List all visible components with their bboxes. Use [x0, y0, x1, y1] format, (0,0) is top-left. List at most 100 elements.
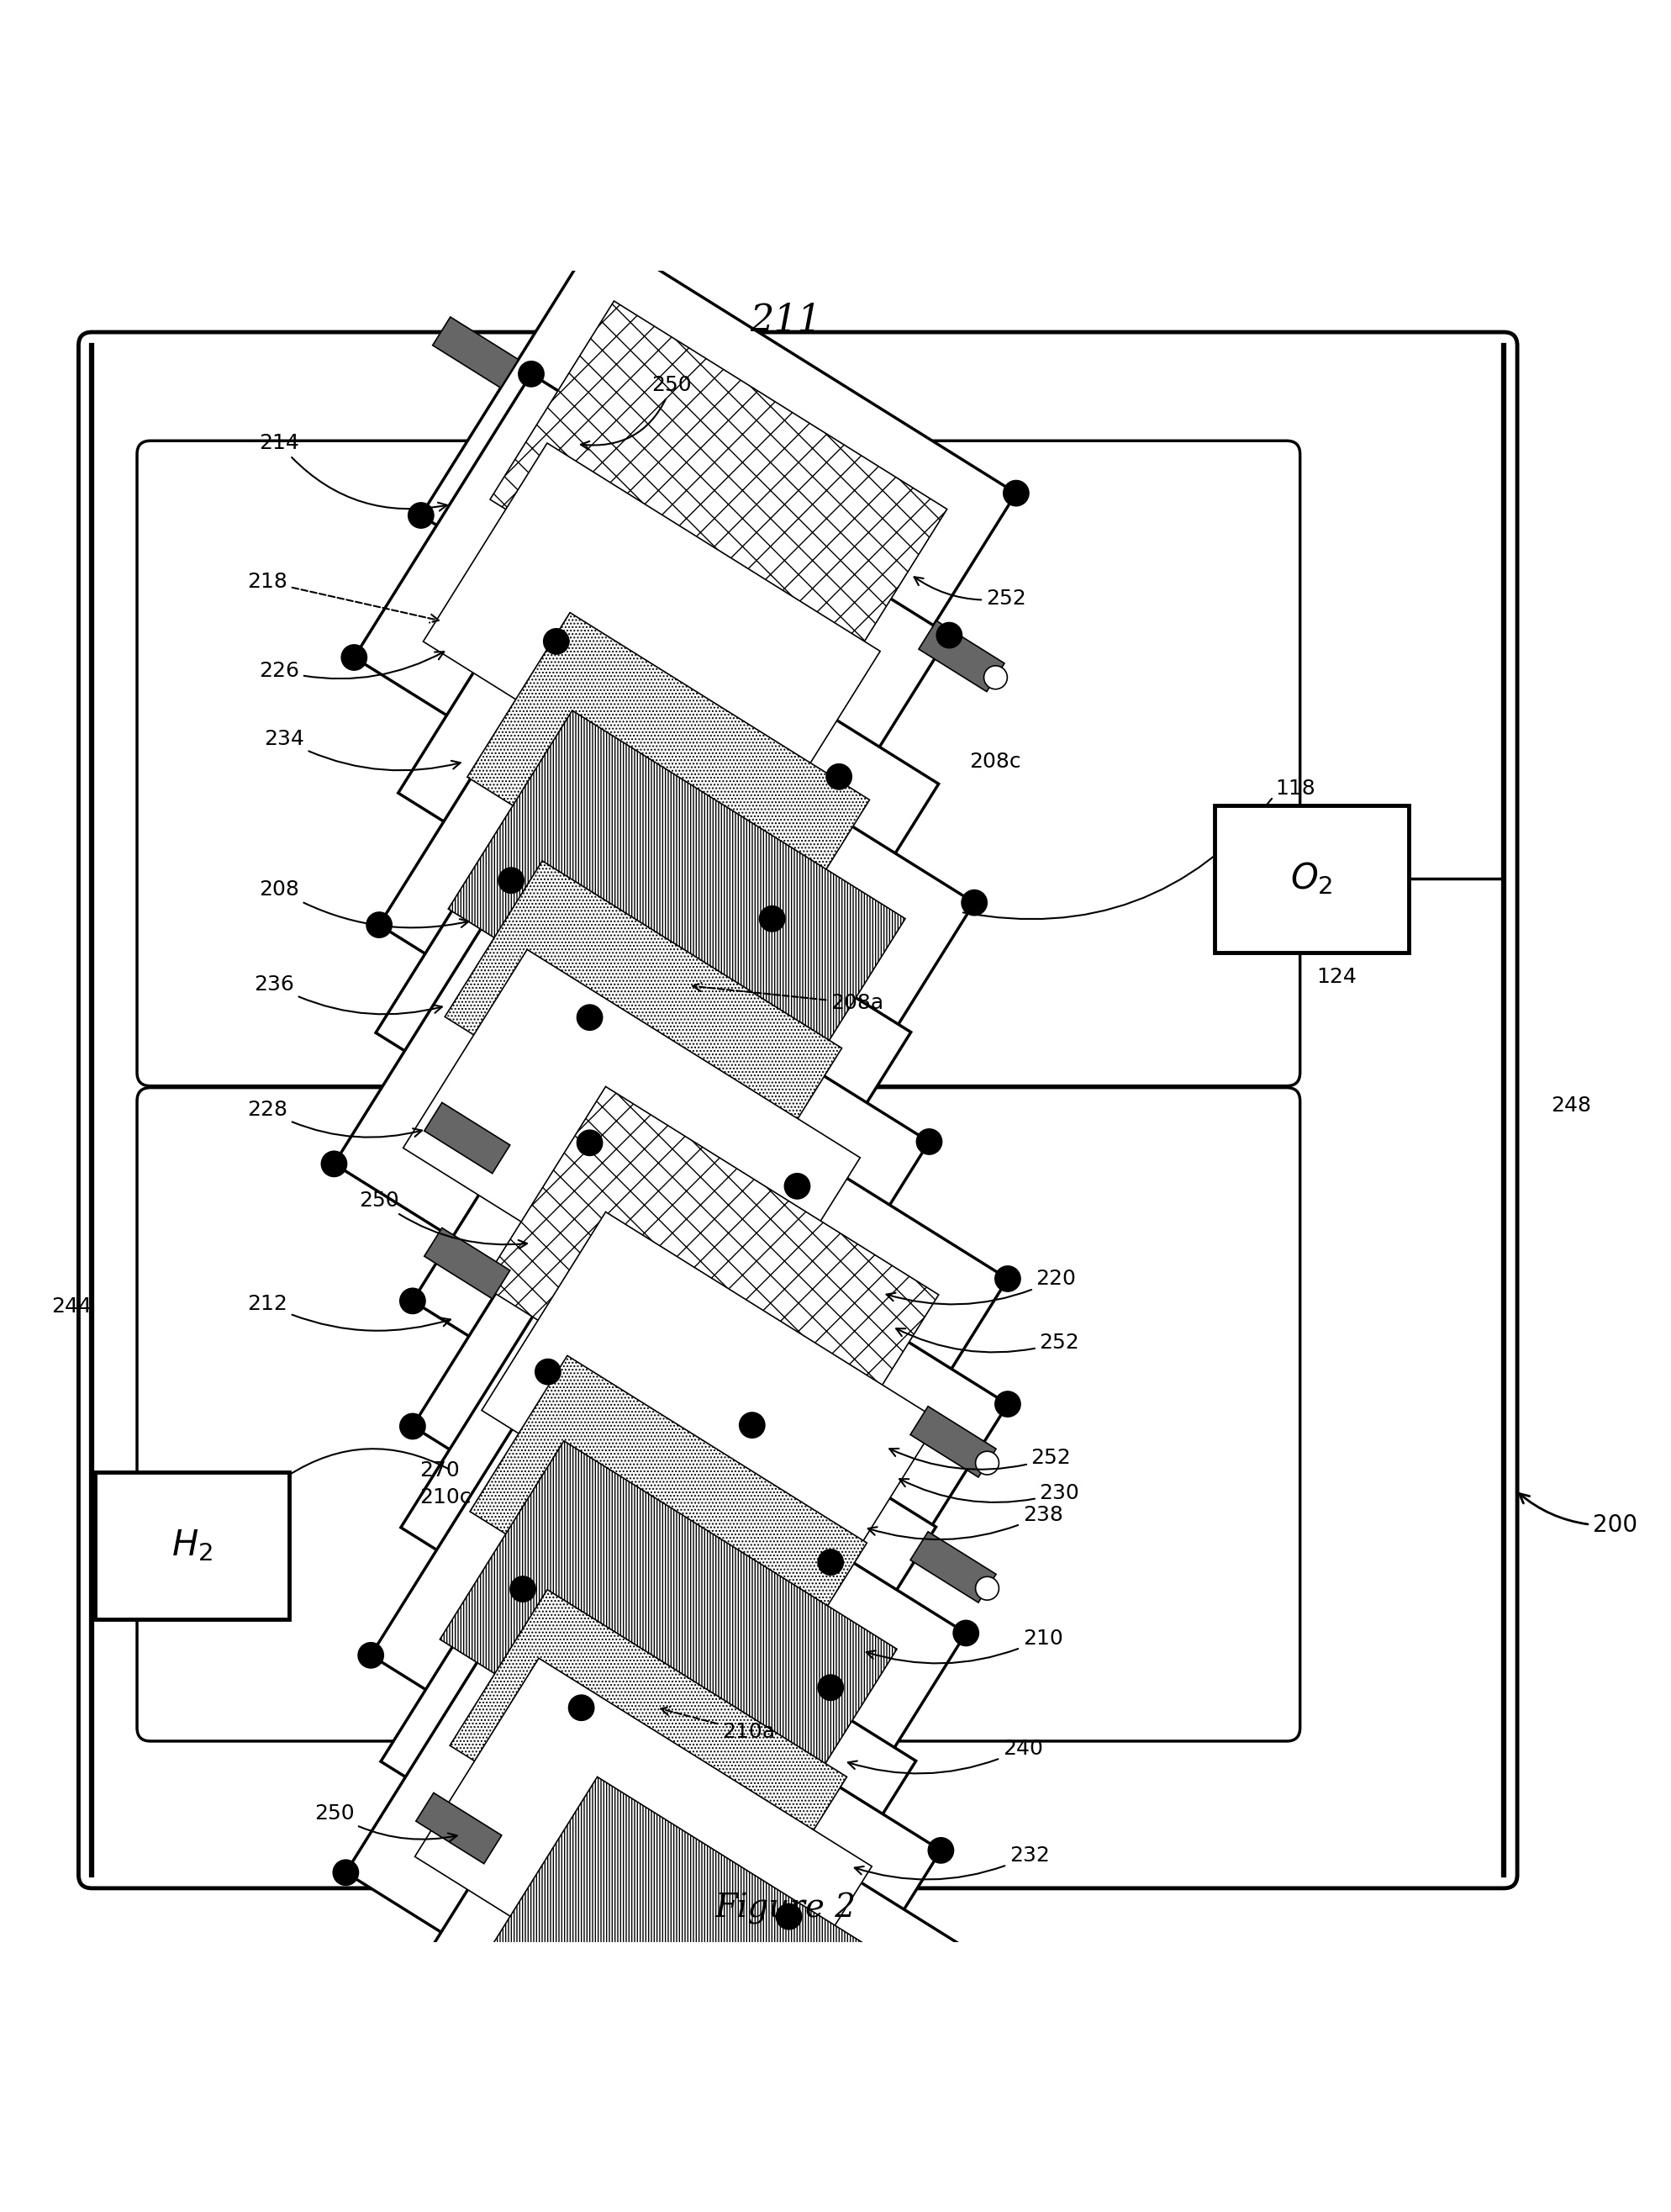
Polygon shape: [473, 1776, 931, 2183]
Circle shape: [568, 1694, 595, 1721]
Circle shape: [825, 763, 852, 790]
Polygon shape: [911, 1531, 996, 1601]
Text: 252: 252: [914, 577, 1026, 608]
Polygon shape: [381, 1520, 916, 2002]
Text: 250: 250: [359, 1190, 526, 1248]
Text: 270: 270: [419, 1460, 460, 1480]
Circle shape: [358, 1641, 384, 1668]
Circle shape: [784, 1172, 810, 1199]
Polygon shape: [423, 442, 881, 849]
Polygon shape: [404, 1708, 999, 2212]
Circle shape: [510, 1575, 536, 1601]
Circle shape: [994, 1391, 1021, 1418]
Text: 250: 250: [582, 374, 692, 449]
Polygon shape: [398, 544, 939, 1033]
Circle shape: [817, 1674, 844, 1701]
Text: 210c: 210c: [419, 1486, 471, 1506]
Circle shape: [739, 1411, 765, 1438]
Circle shape: [1003, 480, 1029, 507]
Text: 210: 210: [866, 1628, 1063, 1663]
Text: 228: 228: [247, 1099, 423, 1137]
Circle shape: [408, 502, 434, 529]
Text: $H_2$: $H_2$: [172, 1528, 212, 1564]
Circle shape: [775, 1902, 802, 1929]
Text: 220: 220: [886, 1270, 1076, 1305]
Text: 214: 214: [259, 434, 446, 511]
Polygon shape: [481, 1212, 939, 1619]
Circle shape: [399, 1413, 426, 1440]
Text: 250: 250: [314, 1803, 456, 1840]
Text: 232: 232: [854, 1845, 1049, 1880]
Text: 248: 248: [1551, 1095, 1591, 1117]
Circle shape: [976, 1577, 999, 1599]
Polygon shape: [334, 880, 929, 1425]
Circle shape: [333, 1860, 359, 1887]
Circle shape: [986, 1955, 1013, 1982]
Text: 230: 230: [899, 1480, 1079, 1502]
Polygon shape: [413, 1144, 1008, 1688]
Text: $O_2$: $O_2$: [1290, 860, 1333, 896]
Text: Figure 2: Figure 2: [715, 1891, 856, 1924]
Text: 208c: 208c: [969, 752, 1021, 772]
Circle shape: [984, 666, 1008, 690]
Text: 212: 212: [247, 1294, 451, 1332]
Text: 252: 252: [896, 1329, 1079, 1352]
Polygon shape: [444, 860, 842, 1203]
Circle shape: [341, 644, 368, 670]
Circle shape: [927, 1836, 954, 1865]
Circle shape: [366, 911, 393, 938]
Circle shape: [576, 1004, 603, 1031]
Text: 210a: 210a: [660, 1708, 775, 1743]
Circle shape: [976, 1451, 999, 1475]
Polygon shape: [433, 316, 518, 387]
Polygon shape: [919, 622, 1004, 692]
FancyBboxPatch shape: [1215, 805, 1409, 951]
Polygon shape: [448, 710, 906, 1117]
Polygon shape: [439, 1440, 897, 1847]
Circle shape: [391, 1978, 418, 2004]
Text: 226: 226: [259, 653, 444, 681]
Polygon shape: [424, 1102, 510, 1172]
Polygon shape: [449, 1590, 847, 1933]
Polygon shape: [414, 1659, 872, 2064]
Circle shape: [936, 622, 962, 648]
FancyBboxPatch shape: [95, 1471, 289, 1619]
Polygon shape: [379, 641, 974, 1186]
Text: 208a: 208a: [693, 982, 884, 1013]
Circle shape: [916, 1128, 942, 1155]
Circle shape: [750, 2121, 777, 2148]
Circle shape: [952, 1619, 979, 1646]
Circle shape: [994, 1265, 1021, 1292]
Circle shape: [518, 361, 545, 387]
Circle shape: [759, 905, 785, 931]
Text: 211: 211: [750, 303, 820, 338]
Polygon shape: [902, 2097, 988, 2168]
Text: 238: 238: [867, 1504, 1063, 1540]
Circle shape: [543, 628, 570, 655]
Text: 200: 200: [1519, 1493, 1638, 1537]
Polygon shape: [413, 1018, 1008, 1562]
Text: 236: 236: [254, 975, 443, 1015]
Polygon shape: [481, 1086, 939, 1493]
Circle shape: [968, 2141, 991, 2166]
Polygon shape: [416, 1792, 501, 1865]
Polygon shape: [346, 1588, 941, 2135]
Circle shape: [399, 1287, 426, 1314]
Text: 218: 218: [247, 573, 438, 622]
Polygon shape: [371, 1371, 966, 1916]
Polygon shape: [421, 232, 1016, 776]
Polygon shape: [376, 792, 911, 1274]
Polygon shape: [911, 1407, 996, 1478]
Polygon shape: [401, 1287, 936, 1767]
Circle shape: [961, 889, 988, 916]
Circle shape: [585, 219, 612, 246]
Circle shape: [576, 1130, 603, 1157]
Circle shape: [498, 867, 525, 894]
Text: 234: 234: [264, 730, 461, 770]
Text: 124: 124: [1317, 967, 1357, 987]
Circle shape: [817, 1548, 844, 1575]
Text: 208: 208: [259, 880, 468, 927]
Circle shape: [321, 1150, 348, 1177]
Polygon shape: [424, 1228, 510, 1298]
Circle shape: [535, 1358, 561, 1385]
